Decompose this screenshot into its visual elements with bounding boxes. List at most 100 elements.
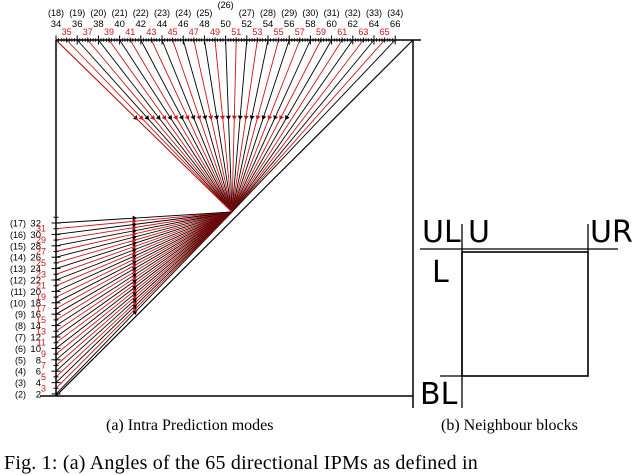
mode-line-41 xyxy=(129,39,233,213)
mode-line-24 xyxy=(55,211,233,270)
top-angle-label: (21) xyxy=(112,8,128,18)
mode-line-36 xyxy=(76,39,233,213)
mode-arrow-37 xyxy=(150,115,155,120)
mode-line-32 xyxy=(55,211,233,224)
top-odd-mode-label: 65 xyxy=(380,27,390,37)
top-odd-mode-label: 57 xyxy=(295,27,305,37)
left-odd-mode-label: 23 xyxy=(36,269,46,279)
mode-arrow-32 xyxy=(132,215,137,221)
left-odd-mode-label: 13 xyxy=(36,326,46,336)
left-angle-label: (8) xyxy=(15,321,26,331)
mode-line-42 xyxy=(140,39,233,213)
left-odd-mode-label: 7 xyxy=(41,361,46,371)
mode-line-2 xyxy=(55,211,233,395)
left-mode-label: 6 xyxy=(36,367,41,378)
top-angle-label: (31) xyxy=(324,8,340,18)
left-odd-mode-label: 11 xyxy=(37,338,46,348)
top-angle-label: (23) xyxy=(154,8,170,18)
mode-line-50 xyxy=(225,39,233,213)
left-odd-mode-label: 17 xyxy=(36,304,46,314)
top-odd-mode-label: 37 xyxy=(83,27,93,37)
mode-line-46 xyxy=(182,39,233,213)
mode-line-23 xyxy=(55,211,233,275)
left-mode-label: 2 xyxy=(36,390,41,401)
mode-line-43 xyxy=(150,39,233,213)
top-odd-mode-label: 53 xyxy=(252,27,262,37)
mode-line-14 xyxy=(55,211,233,326)
mode-line-52 xyxy=(231,39,248,213)
left-mode-label: 30 xyxy=(30,230,41,241)
mode-line-58 xyxy=(231,39,311,213)
mode-arrow-45 xyxy=(196,115,202,120)
left-odd-mode-label: 25 xyxy=(36,258,46,268)
figure-caption: Fig. 1: (a) Angles of the 65 directional… xyxy=(4,452,478,474)
mode-arrow-9 xyxy=(132,288,137,294)
top-angle-label: (29) xyxy=(281,8,297,18)
top-mode-label: 62 xyxy=(348,19,359,30)
left-angle-label: (2) xyxy=(15,390,26,400)
top-angle-label: (19) xyxy=(69,8,85,18)
mode-arrow-10 xyxy=(132,285,137,291)
left-mode-label: 8 xyxy=(36,355,41,366)
left-angle-label: (11) xyxy=(11,287,26,297)
mode-arrow-44 xyxy=(190,115,196,120)
left-mode-label: 16 xyxy=(30,310,41,321)
top-angle-label: (20) xyxy=(90,8,106,18)
mode-line-7 xyxy=(55,211,233,366)
mode-arrow-43 xyxy=(184,115,190,120)
mode-line-4 xyxy=(55,211,233,383)
mode-arrow-54 xyxy=(249,115,255,120)
mode-arrow-49 xyxy=(219,115,226,120)
mode-line-6 xyxy=(55,211,233,372)
left-block-label: L xyxy=(432,255,449,290)
top-angle-label: (25) xyxy=(196,8,212,18)
mode-arrow-12 xyxy=(132,279,137,285)
top-mode-label: 46 xyxy=(178,19,189,30)
top-odd-mode-label: 43 xyxy=(146,27,156,37)
top-mode-label: 50 xyxy=(220,19,231,30)
mode-line-45 xyxy=(172,39,233,213)
top-mode-label: 42 xyxy=(136,19,147,30)
mode-line-61 xyxy=(231,39,343,213)
left-odd-mode-label: 19 xyxy=(36,292,46,302)
top-angle-label: (30) xyxy=(302,8,318,18)
left-mode-label: 12 xyxy=(30,333,41,344)
mode-line-9 xyxy=(55,211,233,355)
mode-arrow-20 xyxy=(132,254,137,259)
left-angle-label: (5) xyxy=(15,355,26,365)
top-mode-label: 38 xyxy=(93,19,104,30)
mode-line-19 xyxy=(55,211,233,298)
mode-line-5 xyxy=(55,211,233,378)
mode-line-62 xyxy=(231,39,354,213)
left-angle-label: (17) xyxy=(10,219,26,229)
mode-line-47 xyxy=(193,39,233,213)
left-angle-label: (7) xyxy=(15,333,26,343)
mode-line-8 xyxy=(55,211,233,361)
diagonal-line xyxy=(55,39,414,397)
left-angle-label: (4) xyxy=(15,367,26,377)
left-mode-label: 14 xyxy=(30,321,41,332)
top-mode-label: 34 xyxy=(51,19,62,30)
mode-line-29 xyxy=(55,211,233,241)
upper-block-label: U xyxy=(468,215,490,250)
left-mode-label: 10 xyxy=(30,344,41,355)
mode-line-63 xyxy=(231,39,364,213)
top-mode-label: 64 xyxy=(369,19,380,30)
mode-line-39 xyxy=(108,39,233,213)
left-mode-label: 20 xyxy=(30,287,41,298)
mode-line-27 xyxy=(55,211,233,252)
mode-line-13 xyxy=(55,211,233,332)
left-odd-mode-label: 5 xyxy=(41,372,46,382)
mode-arrow-7 xyxy=(132,294,137,300)
mode-line-66 xyxy=(231,39,396,213)
current-block xyxy=(461,251,589,377)
mode-line-53 xyxy=(231,39,258,213)
mode-arrow-19 xyxy=(132,257,137,263)
left-angle-label: (14) xyxy=(10,253,26,263)
top-angle-label: (32) xyxy=(345,8,361,18)
top-angle-label: (22) xyxy=(133,8,149,18)
mode-lines xyxy=(55,39,396,395)
left-mode-label: 26 xyxy=(30,253,41,264)
